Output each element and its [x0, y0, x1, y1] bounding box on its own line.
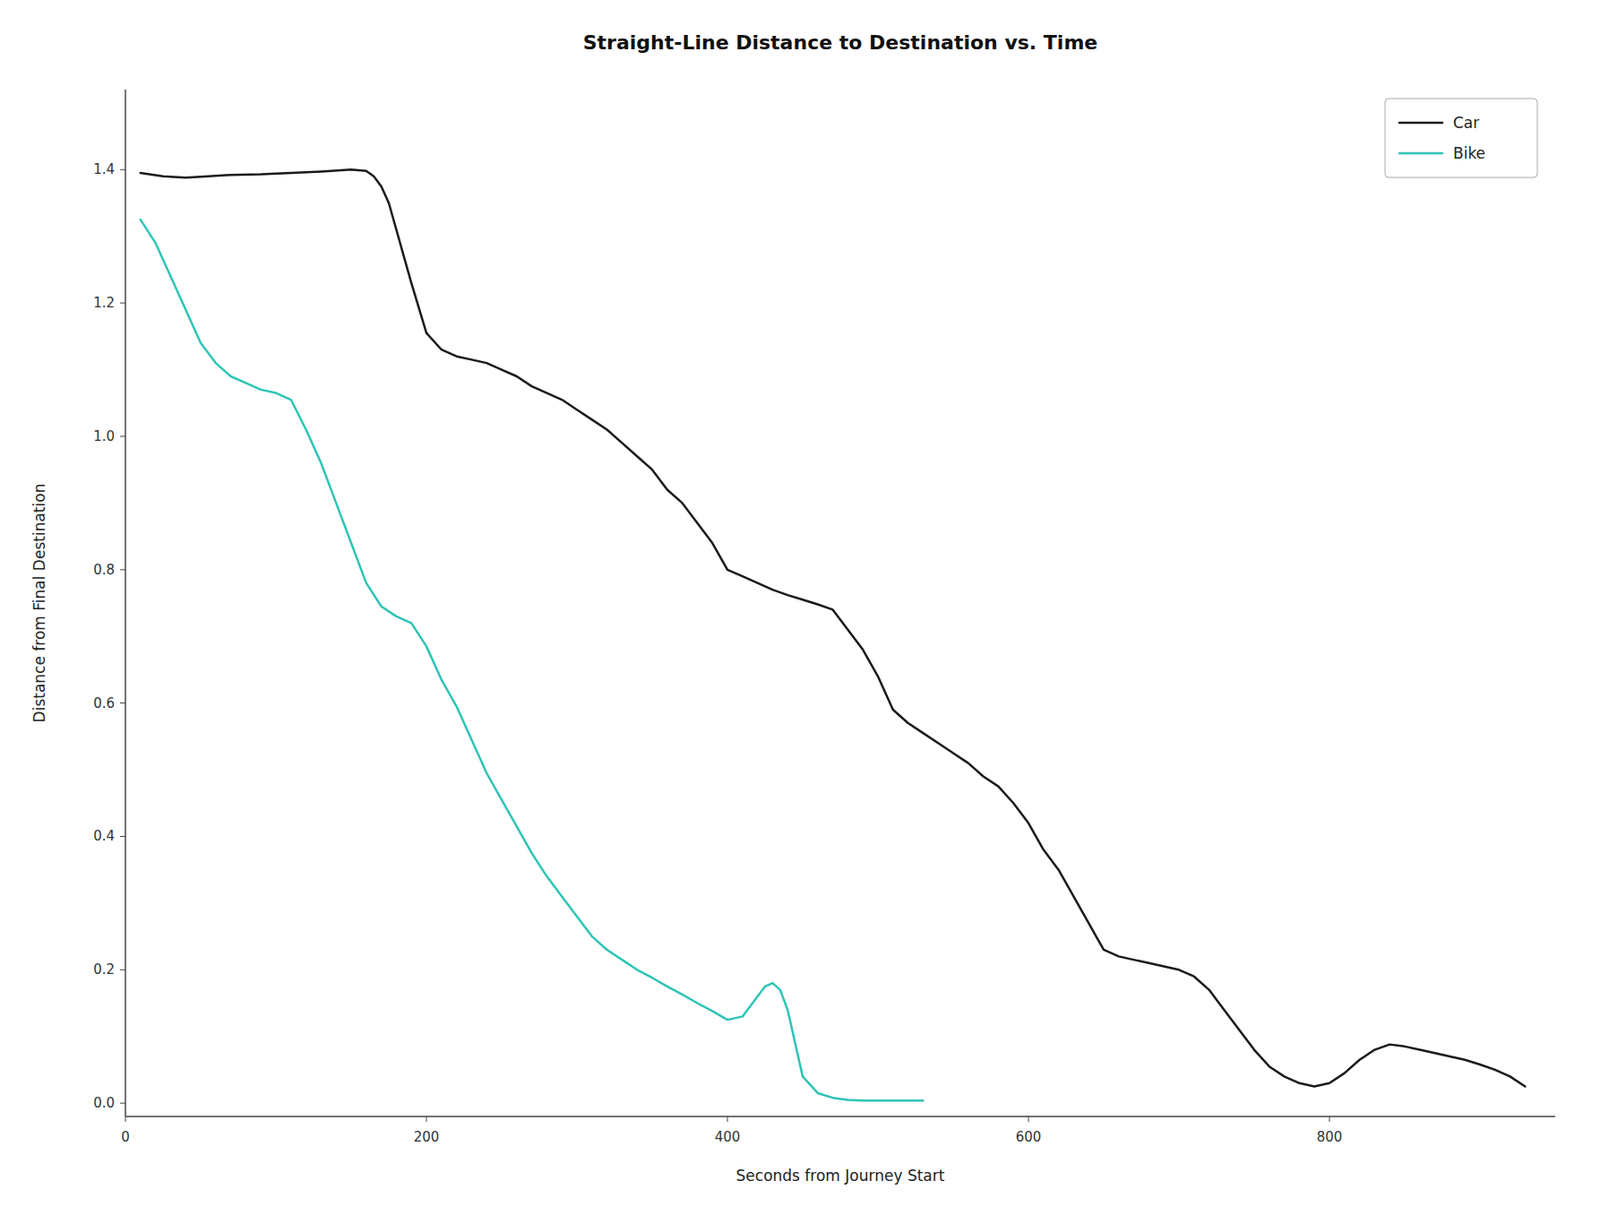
y-tick	[120, 169, 126, 171]
x-tick	[727, 1116, 729, 1122]
y-tick-label: 0.4	[93, 827, 115, 844]
y-tick	[120, 702, 126, 704]
y-tick	[120, 302, 126, 304]
y-tick-label: 1.4	[93, 161, 115, 178]
y-tick	[120, 1102, 126, 1104]
x-axis-line	[125, 1115, 1556, 1118]
legend-swatch	[1399, 121, 1443, 125]
series-line	[140, 219, 924, 1101]
legend: Car Bike	[1384, 98, 1538, 178]
plot-area	[140, 169, 1526, 1101]
x-tick-label: 800	[1316, 1128, 1343, 1145]
y-axis-line	[124, 89, 127, 1117]
y-axis-label: Distance from Final Destination	[30, 483, 49, 723]
y-tick-label: 0.8	[93, 561, 115, 578]
x-tick-label: 0	[120, 1128, 130, 1145]
x-tick	[1329, 1116, 1331, 1122]
x-tick	[1028, 1116, 1030, 1122]
x-tick-label: 600	[1015, 1128, 1042, 1145]
legend-label: Car	[1453, 113, 1480, 132]
y-tick-label: 1.2	[93, 294, 115, 311]
x-tick	[426, 1116, 428, 1122]
x-axis-label: Seconds from Journey Start	[736, 1166, 946, 1185]
legend-box	[1384, 98, 1538, 178]
title: Straight-Line Distance to Destination vs…	[583, 31, 1098, 54]
series-line	[140, 169, 1526, 1086]
background	[0, 0, 1600, 1224]
y-tick	[120, 969, 126, 971]
y-tick	[120, 568, 126, 570]
x-tick-label: 400	[714, 1128, 741, 1145]
axes: 0 200 400 600 800 0.0 0.2 0.4 0.6 0.8 1.0 1.2 1.4	[93, 89, 1556, 1145]
y-tick-label: 0.2	[93, 961, 115, 978]
legend-swatch	[1399, 152, 1443, 155]
legend-label: Bike	[1453, 144, 1486, 163]
x-tick	[125, 1116, 127, 1122]
x-tick-label: 200	[413, 1128, 440, 1145]
y-tick	[120, 835, 126, 837]
y-tick-label: 1.0	[93, 428, 115, 445]
y-tick-label: 0.6	[93, 695, 115, 712]
chart: 0 200 400 600 800 0.0 0.2 0.4 0.6 0.8 1.0 1.2 1.4 Sec…	[0, 0, 1600, 1224]
y-tick-label: 0.0	[93, 1094, 115, 1111]
y-tick	[120, 435, 126, 437]
